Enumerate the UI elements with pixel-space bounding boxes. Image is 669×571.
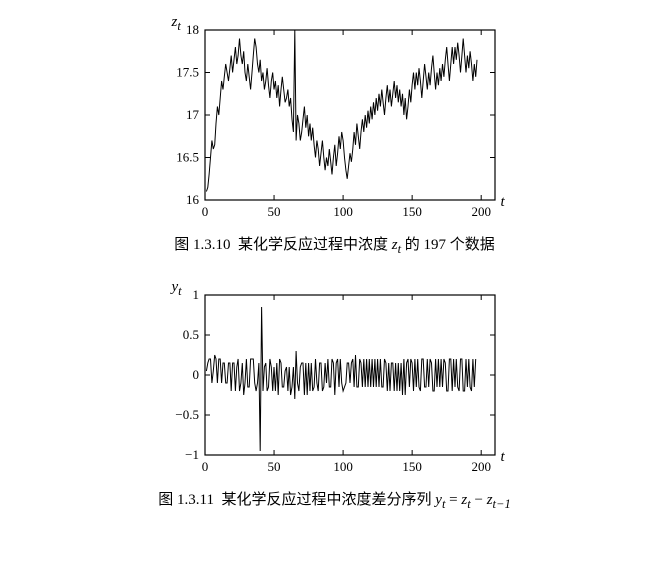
svg-text:100: 100 <box>333 459 353 474</box>
caption-1-3-10: 图 1.3.10 某化学反应过程中浓度 zt 的 197 个数据 <box>174 233 495 257</box>
chart2-xlabel: t <box>501 449 505 466</box>
chart2-ylabel: yt <box>172 279 182 299</box>
svg-text:18: 18 <box>186 22 199 37</box>
svg-text:150: 150 <box>402 204 422 219</box>
svg-text:16: 16 <box>186 192 200 207</box>
svg-text:0: 0 <box>201 459 208 474</box>
svg-text:16.5: 16.5 <box>176 150 199 165</box>
chart1-svg: 16 16.5 17 17.5 18 0 50 100 150 200 <box>150 20 520 225</box>
svg-text:17: 17 <box>186 107 200 122</box>
svg-text:50: 50 <box>267 204 280 219</box>
svg-text:150: 150 <box>402 459 422 474</box>
figure-1-3-11: yt −1−0.500.51050100150200 t 图 1.3.11 某化… <box>20 285 649 530</box>
figure-1-3-10: zt 1616.51717.518050100150200 t 图 1.3.10… <box>20 20 649 275</box>
svg-text:−0.5: −0.5 <box>175 407 199 422</box>
svg-text:200: 200 <box>471 459 491 474</box>
caption-1-3-11: 图 1.3.11 某化学反应过程中浓度差分序列 yt = zt − zt−1 <box>158 488 510 512</box>
svg-text:17.5: 17.5 <box>176 65 199 80</box>
chart1-wrapper: zt 1616.51717.518050100150200 t <box>150 20 520 225</box>
chart2-svg: −1 −0.5 0 0.5 1 0 50 100 150 200 <box>150 285 520 480</box>
chart2-wrapper: yt −1−0.500.51050100150200 t <box>150 285 520 480</box>
svg-text:−1: −1 <box>185 447 199 462</box>
svg-text:1: 1 <box>192 287 199 302</box>
svg-text:200: 200 <box>471 204 491 219</box>
svg-text:0: 0 <box>192 367 199 382</box>
svg-text:0.5: 0.5 <box>182 327 198 342</box>
chart1-ylabel: zt <box>172 14 181 34</box>
svg-text:100: 100 <box>333 204 353 219</box>
chart1-xlabel: t <box>501 194 505 211</box>
svg-text:50: 50 <box>267 459 280 474</box>
svg-text:0: 0 <box>201 204 208 219</box>
